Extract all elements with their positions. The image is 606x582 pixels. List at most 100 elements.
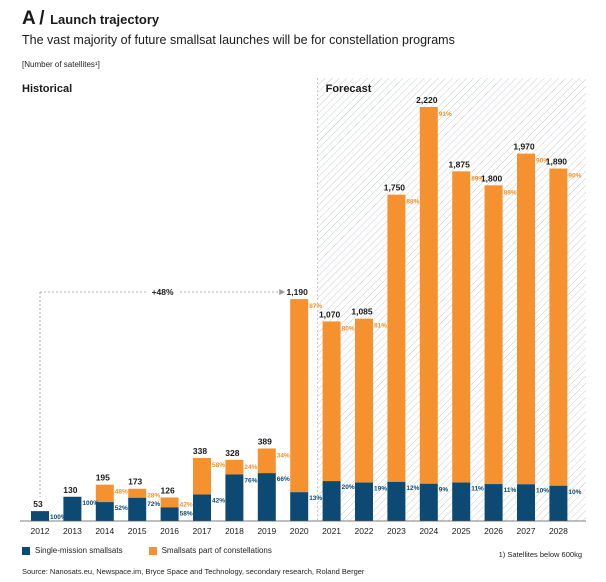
- total-label: 1,750: [384, 183, 406, 193]
- percent-label-constellation: 42%: [180, 502, 193, 509]
- legend-item-constellation: Smallsats part of constellations: [148, 546, 272, 555]
- growth-label-bg: [146, 285, 179, 297]
- percent-label-single: 10%: [568, 489, 581, 496]
- legend: Single-mission smallsats Smallsats part …: [22, 546, 272, 555]
- total-label: 126: [161, 486, 175, 496]
- bar-constellation: [95, 484, 114, 503]
- percent-label-constellation: 90%: [568, 173, 581, 180]
- x-tick-label: 2028: [549, 526, 568, 536]
- bar-single: [193, 494, 211, 521]
- total-label: 173: [128, 477, 142, 487]
- bar-constellation: [322, 321, 341, 482]
- chart-subtitle: The vast majority of future smallsat lau…: [22, 33, 455, 47]
- x-tick-label: 2024: [419, 526, 438, 536]
- percent-label-constellation: 24%: [244, 464, 257, 471]
- bar-single: [387, 481, 406, 521]
- percent-label-single: 100%: [50, 514, 67, 521]
- percent-label-single: 58%: [180, 510, 193, 517]
- percent-label-constellation: 48%: [115, 489, 128, 496]
- legend-label-constellation: Smallsats part of constellations: [161, 546, 272, 555]
- bar-single: [128, 497, 147, 521]
- bar-constellation: [257, 448, 276, 474]
- bar-single: [452, 482, 471, 521]
- percent-label-single: 13%: [309, 495, 322, 502]
- total-label: 1,190: [287, 287, 309, 297]
- percent-label-single: 76%: [244, 478, 257, 485]
- total-label: 1,890: [546, 157, 568, 167]
- percent-label-single: 11%: [504, 487, 517, 494]
- x-tick-label: 2016: [160, 526, 179, 536]
- bar-constellation: [387, 194, 406, 482]
- x-tick-label: 2020: [290, 526, 309, 536]
- percent-label-single: 19%: [374, 486, 387, 493]
- x-tick-label: 2023: [387, 526, 406, 536]
- percent-label-constellation: 81%: [374, 323, 387, 330]
- percent-label-single: 9%: [439, 487, 449, 494]
- percent-label-constellation: 87%: [309, 303, 322, 310]
- total-label: 195: [96, 473, 110, 483]
- bar-single: [290, 492, 309, 521]
- legend-swatch-constellation: [148, 546, 157, 555]
- title-prefix: A /: [22, 8, 45, 29]
- percent-label-single: 66%: [277, 476, 290, 483]
- historical-label: Historical: [22, 83, 72, 95]
- bar-constellation: [160, 497, 179, 508]
- percent-label-constellation: 90%: [536, 158, 549, 165]
- percent-label-constellation: 89%: [471, 175, 484, 182]
- bar-constellation: [225, 459, 244, 475]
- forecast-label: Forecast: [326, 83, 372, 95]
- unit-label: [Number of satellites¹]: [22, 60, 100, 69]
- percent-label-single: 52%: [115, 505, 128, 512]
- x-tick-label: 2017: [193, 526, 212, 536]
- total-label: 389: [258, 436, 272, 446]
- growth-label: +48%: [152, 287, 174, 297]
- bar-single: [225, 474, 244, 521]
- percent-label-constellation: 88%: [406, 199, 419, 206]
- bar-single: [257, 473, 276, 521]
- total-label: 1,970: [513, 142, 535, 152]
- percent-label-constellation: 80%: [342, 325, 355, 332]
- percent-label-constellation: 28%: [147, 493, 160, 500]
- percent-label-single: 10%: [536, 487, 549, 494]
- bar-constellation: [193, 457, 211, 495]
- bar-single: [549, 485, 568, 521]
- chart-title: Launch trajectory: [50, 12, 160, 27]
- bar-single: [517, 484, 535, 521]
- total-label: 338: [193, 446, 207, 456]
- x-tick-label: 2022: [355, 526, 374, 536]
- x-tick-label: 2026: [484, 526, 503, 536]
- launch-chart: Forecast Historical +48% 53100%201213010…: [20, 78, 586, 536]
- x-tick-label: 2012: [31, 526, 50, 536]
- legend-swatch-single: [22, 546, 30, 555]
- bar-single: [355, 482, 373, 521]
- percent-label-constellation: 89%: [504, 189, 517, 196]
- bar-single: [31, 511, 49, 521]
- bar-constellation: [549, 168, 568, 486]
- legend-item-single: Single-mission smallsats: [22, 546, 123, 555]
- bar-single: [95, 502, 114, 521]
- percent-label-single: 72%: [147, 501, 160, 508]
- percent-label-single: 100%: [82, 500, 99, 507]
- total-label: 53: [33, 499, 43, 509]
- x-tick-label: 2021: [322, 526, 341, 536]
- total-label: 1,800: [481, 173, 503, 183]
- percent-label-single: 42%: [212, 498, 225, 505]
- bar-constellation: [355, 318, 373, 483]
- x-tick-label: 2018: [225, 526, 244, 536]
- bar-single: [419, 483, 438, 521]
- x-tick-label: 2025: [452, 526, 471, 536]
- total-label: 1,070: [319, 309, 341, 319]
- total-label: 1,875: [449, 159, 471, 169]
- x-tick-label: 2027: [517, 526, 536, 536]
- total-label: 328: [225, 448, 239, 458]
- percent-label-single: 12%: [406, 485, 419, 492]
- bar-single: [160, 507, 179, 521]
- footnote: 1) Satellites below 600kg: [498, 550, 582, 559]
- total-label: 130: [63, 485, 77, 495]
- x-tick-label: 2014: [95, 526, 114, 536]
- legend-label-single: Single-mission smallsats: [35, 546, 123, 555]
- bar-constellation: [290, 299, 309, 493]
- total-label: 2,220: [416, 95, 438, 105]
- percent-label-constellation: 34%: [277, 452, 290, 459]
- percent-label-constellation: 58%: [212, 462, 225, 469]
